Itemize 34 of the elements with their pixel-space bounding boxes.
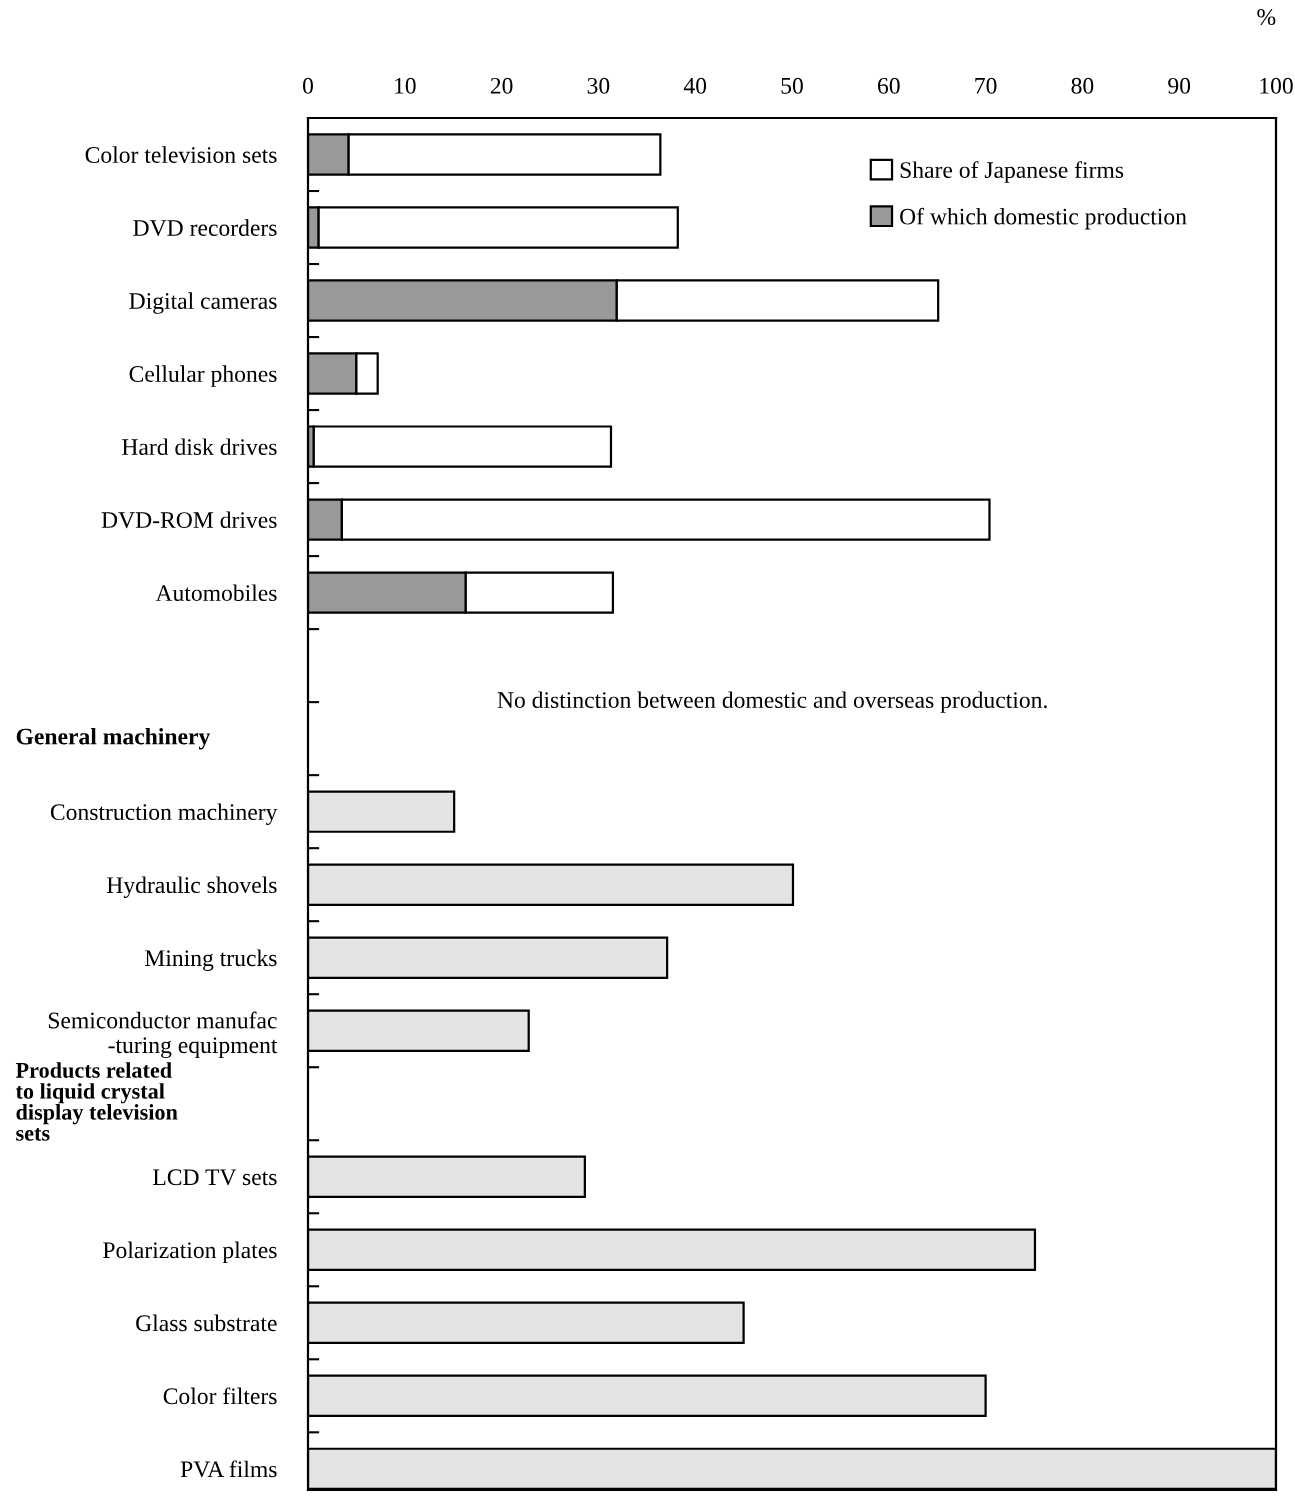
y-tick-label: LCD TV sets xyxy=(153,1169,277,1186)
x-tick-label: 20 xyxy=(490,77,513,94)
y-tick-label: Glass substrate xyxy=(136,1314,277,1332)
text: Products related to liquid crystal display television sets xyxy=(15,1062,178,1141)
bar xyxy=(312,425,613,468)
x-tick-label: 90 xyxy=(1168,77,1191,94)
y-tick-label: Cellular phones xyxy=(129,365,277,387)
x-tick-label: 100 xyxy=(1260,77,1293,94)
legend-label: Share of Japanese firms xyxy=(900,161,1124,183)
y-tick-label: Digital cameras xyxy=(129,292,277,314)
text: General machinery xyxy=(16,727,211,750)
legend-label: Of which domestic production xyxy=(900,207,1187,230)
y-tick-label: Color television sets xyxy=(85,146,277,163)
annotation: No distinction between domestic and overseas production. xyxy=(497,691,1047,713)
x-tick-label: 80 xyxy=(1071,77,1094,94)
x-axis-title: % xyxy=(1257,9,1276,26)
y-tick-label: DVD recorders xyxy=(133,219,277,237)
y-tick-label: DVD-ROM drives xyxy=(101,511,277,529)
x-tick-label: 50 xyxy=(781,77,803,94)
x-tick-label: 10 xyxy=(395,77,416,94)
y-tick-label: Polarization plates xyxy=(103,1241,277,1263)
y-tick-label: Color filters xyxy=(163,1387,277,1405)
x-tick-label: 70 xyxy=(975,77,997,94)
y-tick-label: Hard disk drives xyxy=(122,438,277,455)
x-tick-label: 0 xyxy=(303,77,313,94)
x-tick-label: 30 xyxy=(587,77,610,94)
y-tick-label: Automobiles xyxy=(155,584,277,602)
x-tick-label: 60 xyxy=(878,77,900,94)
y-tick-label: Semiconductor manufac -turing equipment xyxy=(48,1011,278,1059)
y-tick-label: PVA films xyxy=(180,1460,277,1478)
y-tick-label: Mining trucks xyxy=(144,949,277,971)
x-tick-label: 40 xyxy=(683,77,707,94)
y-tick-label: Construction machinery xyxy=(50,803,278,825)
y-tick-label: Hydraulic shovels xyxy=(106,876,277,898)
